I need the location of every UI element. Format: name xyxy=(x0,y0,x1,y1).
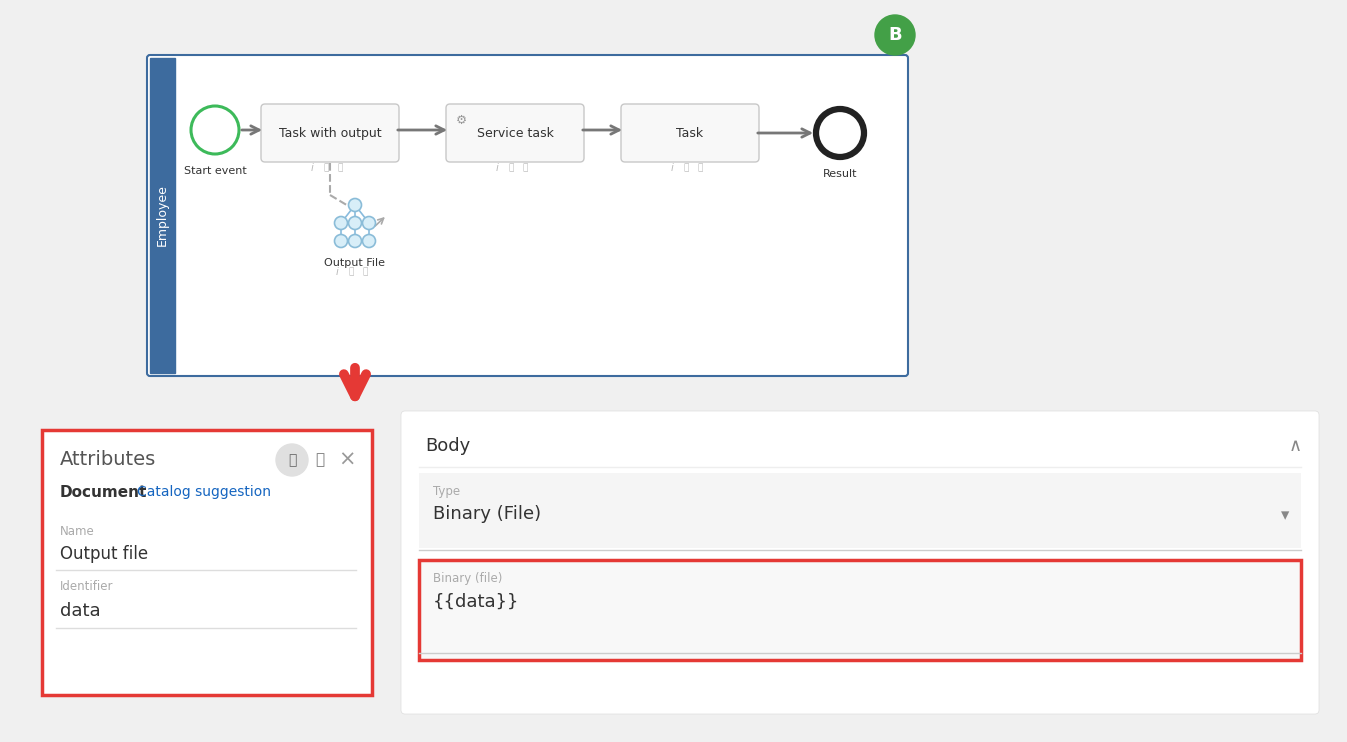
Circle shape xyxy=(276,444,308,476)
FancyBboxPatch shape xyxy=(150,58,175,373)
FancyBboxPatch shape xyxy=(446,104,585,162)
Circle shape xyxy=(349,234,361,248)
FancyBboxPatch shape xyxy=(42,430,372,695)
Text: ∧: ∧ xyxy=(1289,437,1301,455)
Text: Attributes: Attributes xyxy=(61,450,156,469)
Text: data: data xyxy=(61,602,101,620)
Text: Task: Task xyxy=(676,126,703,139)
Text: i: i xyxy=(671,163,674,173)
Text: 📎: 📎 xyxy=(323,163,329,172)
FancyBboxPatch shape xyxy=(261,104,399,162)
FancyBboxPatch shape xyxy=(147,55,908,376)
Text: Output File: Output File xyxy=(325,258,385,268)
Text: 📎: 📎 xyxy=(683,163,688,172)
Text: i: i xyxy=(335,267,338,277)
Text: Identifier: Identifier xyxy=(61,580,113,593)
Text: Task with output: Task with output xyxy=(279,126,381,139)
Circle shape xyxy=(362,234,376,248)
Text: B: B xyxy=(888,26,901,44)
FancyBboxPatch shape xyxy=(621,104,758,162)
Text: 👥: 👥 xyxy=(523,163,528,172)
Circle shape xyxy=(349,217,361,229)
Text: Result: Result xyxy=(823,169,857,179)
Circle shape xyxy=(334,234,348,248)
Text: Body: Body xyxy=(426,437,470,455)
Text: 📍: 📍 xyxy=(315,453,325,467)
Text: ×: × xyxy=(338,450,356,470)
Text: Employee: Employee xyxy=(156,185,168,246)
Text: i: i xyxy=(496,163,498,173)
Circle shape xyxy=(362,217,376,229)
Circle shape xyxy=(349,199,361,211)
Text: 🏷: 🏷 xyxy=(288,453,296,467)
Text: 👥: 👥 xyxy=(337,163,342,172)
FancyBboxPatch shape xyxy=(401,411,1319,714)
Text: 📎: 📎 xyxy=(349,268,354,277)
Text: {{data}}: {{data}} xyxy=(432,593,520,611)
Text: Type: Type xyxy=(432,485,461,498)
Text: Document: Document xyxy=(61,485,147,500)
Text: i: i xyxy=(311,163,314,173)
Text: 👥: 👥 xyxy=(362,268,368,277)
Text: 📎: 📎 xyxy=(508,163,513,172)
Text: ⚙: ⚙ xyxy=(457,114,467,127)
Text: Catalog suggestion: Catalog suggestion xyxy=(137,485,271,499)
Text: ▾: ▾ xyxy=(1281,506,1289,524)
Text: Binary (file): Binary (file) xyxy=(432,572,502,585)
Text: Service task: Service task xyxy=(477,126,554,139)
Text: Start event: Start event xyxy=(183,166,247,176)
Circle shape xyxy=(816,109,863,157)
FancyBboxPatch shape xyxy=(419,473,1301,548)
Circle shape xyxy=(191,106,238,154)
Text: Output file: Output file xyxy=(61,545,148,563)
Circle shape xyxy=(876,15,915,55)
Circle shape xyxy=(334,217,348,229)
Text: 👥: 👥 xyxy=(698,163,703,172)
Text: Name: Name xyxy=(61,525,94,538)
Text: Binary (File): Binary (File) xyxy=(432,505,541,523)
FancyBboxPatch shape xyxy=(419,560,1301,660)
